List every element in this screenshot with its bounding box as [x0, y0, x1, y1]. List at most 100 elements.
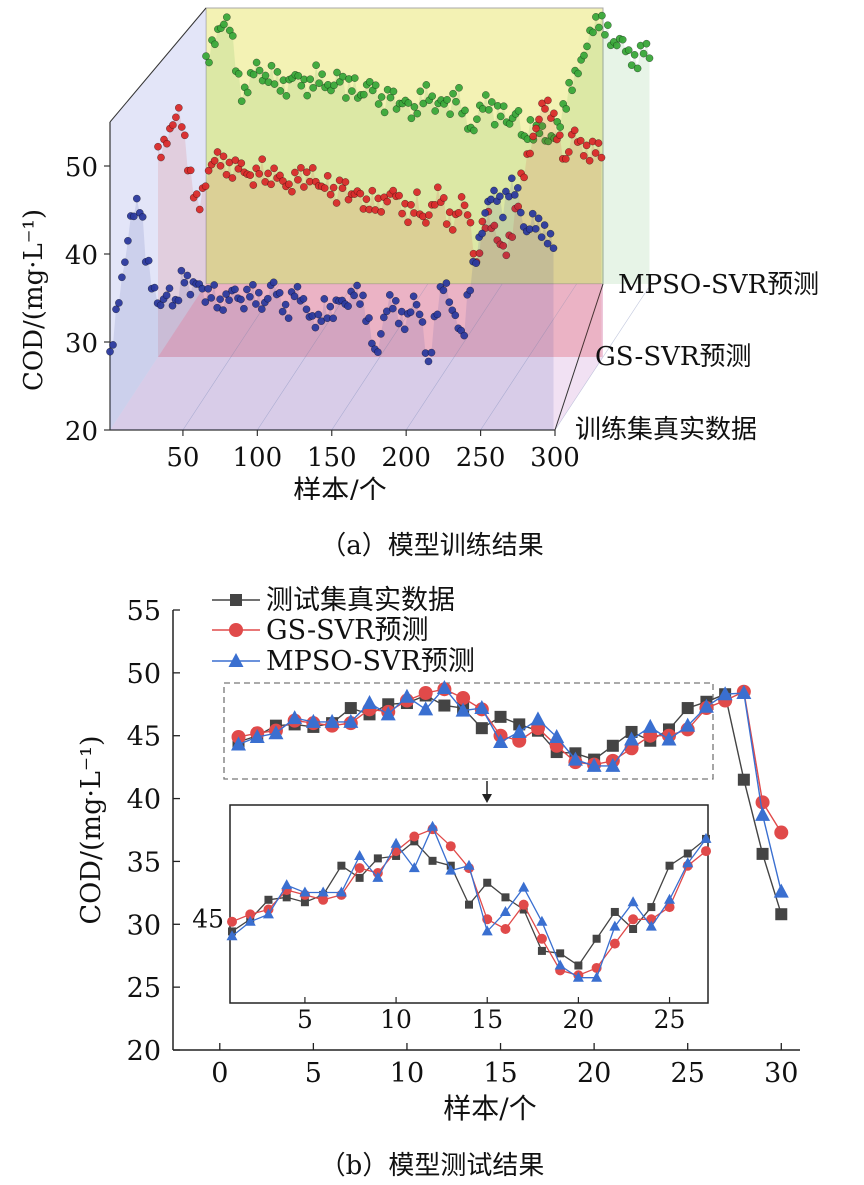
data-point — [589, 28, 597, 37]
y-tick-label: 45 — [127, 722, 161, 753]
data-point — [562, 155, 570, 163]
legend-label: 测试集真实数据 — [266, 585, 455, 616]
data-point — [270, 164, 278, 173]
data-point — [537, 233, 546, 241]
data-point — [424, 357, 433, 366]
marker-square — [483, 878, 492, 887]
marker-square — [230, 594, 242, 606]
inset-x-tick-label: 20 — [562, 1005, 594, 1034]
data-point — [312, 61, 320, 69]
data-point — [270, 80, 279, 88]
data-point — [604, 21, 612, 29]
floor-gridline — [480, 283, 577, 431]
x-depth-line — [554, 283, 604, 431]
data-point — [526, 116, 535, 124]
data-point — [348, 87, 356, 95]
data-point — [598, 11, 606, 20]
marker-triangle — [418, 701, 434, 716]
inset-x-tick-label: 25 — [654, 1005, 686, 1034]
data-point — [439, 286, 448, 295]
data-point — [374, 348, 382, 356]
data-point — [454, 209, 463, 217]
data-point — [585, 156, 594, 165]
data-point — [365, 314, 373, 322]
marker-triangle — [567, 751, 583, 766]
marker-triangle — [436, 679, 452, 694]
marker-triangle — [530, 711, 546, 726]
data-point — [204, 166, 213, 175]
marker-circle — [701, 846, 711, 857]
data-point — [276, 87, 285, 95]
data-point — [451, 311, 460, 320]
data-point — [482, 91, 490, 99]
y-tick-label: 30 — [127, 910, 161, 941]
data-point — [568, 86, 576, 95]
data-point — [326, 190, 335, 199]
data-point — [228, 174, 237, 182]
data-point — [124, 237, 132, 245]
data-point — [249, 281, 257, 289]
data-point — [207, 294, 215, 302]
data-point — [499, 102, 508, 110]
marker-square — [465, 900, 473, 909]
data-point — [434, 183, 442, 192]
data-point — [591, 149, 600, 157]
marker-triangle — [287, 710, 303, 725]
data-point — [356, 189, 365, 198]
x-tick-label: 10 — [390, 1058, 424, 1089]
y-depth-line — [109, 7, 207, 123]
data-point — [442, 279, 451, 287]
x-tick-label: 15 — [483, 1058, 517, 1089]
marker-square — [494, 710, 507, 723]
data-point — [229, 32, 237, 40]
marker-square — [355, 873, 364, 882]
data-point — [201, 182, 210, 190]
marker-circle — [500, 924, 511, 934]
marker-square — [428, 856, 437, 865]
data-point — [133, 194, 141, 203]
marker-triangle — [682, 857, 694, 868]
data-point — [460, 331, 468, 340]
marker-square — [556, 949, 565, 958]
data-point — [329, 314, 337, 323]
marker-square — [373, 854, 382, 863]
legend-label: GS-SVR预测 — [266, 615, 429, 646]
data-point — [446, 110, 454, 118]
marker-circle — [536, 933, 547, 944]
data-point — [323, 172, 332, 180]
marker-triangle — [586, 757, 602, 772]
data-point — [362, 195, 371, 203]
marker-triangle — [317, 886, 329, 897]
marker-square — [665, 861, 674, 870]
floor-gridline — [331, 283, 429, 431]
data-point — [574, 69, 582, 78]
marker-triangle — [518, 881, 530, 892]
data-point — [237, 97, 246, 105]
marker-triangle — [268, 725, 284, 740]
data-point — [205, 58, 213, 67]
data-point — [452, 97, 460, 106]
series-area — [158, 100, 602, 358]
data-point — [237, 159, 246, 167]
x-tick-label: 100 — [233, 443, 283, 473]
data-point — [556, 131, 564, 139]
data-point — [410, 103, 419, 111]
data-point — [223, 13, 231, 21]
x-tick-label: 30 — [764, 1058, 798, 1089]
marker-square — [574, 961, 583, 970]
y-tick-label: 30 — [65, 329, 98, 359]
data-point — [342, 94, 350, 102]
data-point — [556, 123, 564, 131]
data-point — [466, 218, 475, 227]
data-point — [341, 178, 350, 186]
data-point — [428, 92, 436, 100]
data-point — [318, 70, 326, 78]
x-tick-label: 0 — [211, 1058, 228, 1089]
data-point — [427, 348, 436, 357]
series-label: MPSO-SVR预测 — [618, 270, 819, 300]
inset-x-tick-label: 15 — [471, 1005, 503, 1034]
data-point — [299, 295, 308, 303]
data-point — [320, 184, 329, 192]
data-point — [365, 78, 374, 86]
data-point — [243, 285, 251, 294]
